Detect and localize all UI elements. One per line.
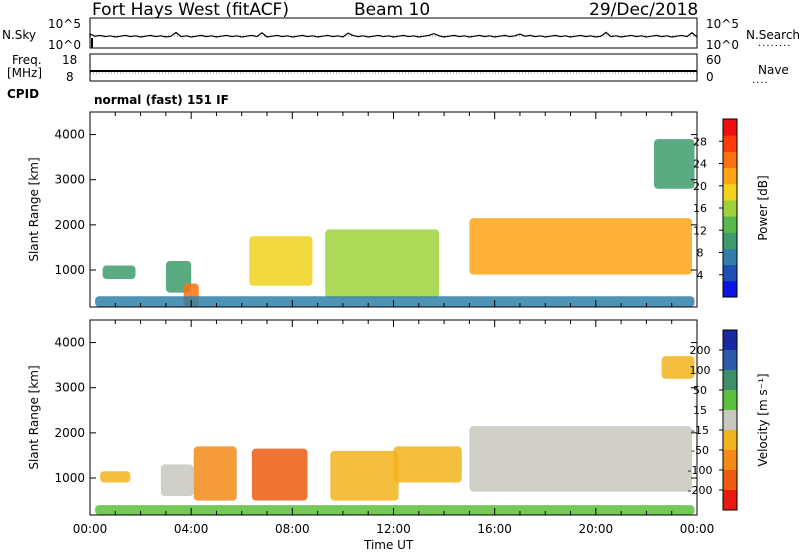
- velocity-panel-ytick-label-2: 3000: [54, 381, 85, 395]
- power-panel-colorbar-swatch-4: [723, 216, 737, 233]
- power-panel-colorbar-swatch-2: [723, 248, 737, 266]
- freq-unit-label: [MHz]: [7, 66, 43, 80]
- power-panel-echo-4: [325, 229, 439, 298]
- velocity-panel-colorbar-swatch-6: [723, 450, 737, 471]
- velocity-panel-colorbar-swatch-3: [723, 390, 737, 411]
- power-panel-colorbar-swatch-5: [723, 199, 737, 217]
- nsky-label: N.Sky: [2, 28, 37, 42]
- freq-label: Freq.: [12, 53, 42, 67]
- power-panel-colorbar-label: Power [dB]: [756, 175, 770, 240]
- power-panel-colorbar-tick-label-6: 28: [693, 135, 707, 148]
- velocity-panel-colorbar-swatch-2: [723, 370, 737, 391]
- freq-tick-low: 8: [66, 70, 74, 84]
- velocity-panel-echo-1: [160, 464, 194, 496]
- power-panel-colorbar-swatch-1: [723, 264, 737, 282]
- velocity-panel-colorbar-tick-label-3: 15: [693, 404, 707, 417]
- cpid-label: CPID: [7, 87, 40, 101]
- velocity-panel-colorbar-swatch-8: [723, 490, 737, 511]
- power-panel-colorbar-swatch-3: [723, 232, 737, 249]
- velocity-panel-echo-3: [251, 448, 308, 501]
- velocity-panel-colorbar-tick-label-1: 100: [690, 364, 711, 377]
- velocity-panel-echo-6: [469, 426, 692, 492]
- nsearch-tick-low: 10^0: [706, 38, 739, 52]
- power-panel-echo-5: [469, 218, 692, 275]
- velocity-panel-colorbar-tick-label-2: 50: [693, 384, 707, 397]
- velocity-panel-colorbar-swatch-1: [723, 350, 737, 371]
- power-panel-ylabel: Slant Range [km]: [27, 157, 41, 261]
- x-tick-label-1: 04:00: [174, 522, 209, 536]
- x-tick-label-6: 00:00: [680, 522, 715, 536]
- velocity-panel-echo-7: [661, 356, 695, 379]
- velocity-panel-echo-2: [193, 446, 237, 501]
- velocity-panel-colorbar-tick-label-4: -15: [691, 424, 709, 437]
- beam-title: Beam 10: [354, 0, 431, 20]
- nave-tick-low: 0: [706, 70, 714, 84]
- velocity-panel-ylabel: Slant Range [km]: [27, 365, 41, 469]
- power-panel-echo-6: [654, 139, 695, 189]
- velocity-panel-echo-5: [393, 446, 462, 483]
- power-panel-colorbar-tick-label-0: 4: [697, 269, 704, 282]
- power-panel-echo-3: [249, 236, 313, 286]
- power-panel-colorbar-swatch-0: [723, 280, 737, 298]
- power-panel-colorbar-swatch-8: [723, 151, 737, 169]
- velocity-panel-colorbar-swatch-4: [723, 410, 737, 431]
- power-panel-ytick-label-2: 3000: [54, 173, 85, 187]
- power-panel-ytick-label-3: 4000: [54, 128, 85, 142]
- power-panel-colorbar-swatch-7: [723, 167, 737, 185]
- x-axis-label: Time UT: [364, 538, 414, 552]
- date-title: 29/Dec/2018: [589, 0, 699, 20]
- nsearch-label: N.Search: [746, 28, 800, 42]
- power-panel-colorbar-swatch-10: [723, 119, 737, 136]
- nsearch-tick-high: 10^5: [706, 17, 739, 31]
- mode-label: normal (fast) 151 IF: [94, 93, 229, 107]
- nave-tick-high: 60: [706, 53, 722, 67]
- power-panel-colorbar-tick-label-2: 12: [693, 224, 707, 237]
- velocity-panel-colorbar-tick-label-6: -100: [688, 464, 713, 477]
- velocity-panel-colorbar-frame: [722, 329, 738, 511]
- velocity-panel-colorbar-label: Velocity [m s⁻¹]: [756, 373, 770, 466]
- velocity-panel-ytick-label-1: 2000: [54, 426, 85, 440]
- power-panel: 1000 2000 3000 4000 Slant Range [km] 4 8 12 16 20…: [27, 111, 770, 308]
- power-panel-echo-7: [95, 296, 695, 307]
- velocity-panel-colorbar-swatch-0: [723, 330, 737, 351]
- freq-tick-high: 18: [62, 53, 78, 67]
- x-tick-label-3: 12:00: [376, 522, 411, 536]
- power-panel-colorbar-swatch-6: [723, 183, 737, 201]
- station-title: Fort Hays West (fitACF): [92, 0, 289, 20]
- power-panel-colorbar-tick-label-1: 8: [697, 247, 704, 260]
- nave-dots: ....: [752, 75, 769, 86]
- velocity-panel-echo-4: [330, 450, 399, 501]
- power-panel-ytick-label-1: 2000: [54, 218, 85, 232]
- x-tick-label-5: 20:00: [579, 522, 614, 536]
- power-panel-echo-0: [102, 265, 136, 279]
- velocity-panel-colorbar-swatch-5: [723, 430, 737, 451]
- nsky-panel-frame: [89, 17, 698, 49]
- power-panel-colorbar-swatch-9: [723, 135, 737, 152]
- velocity-panel-colorbar-tick-label-5: -50: [691, 444, 709, 457]
- x-tick-label-4: 16:00: [477, 522, 512, 536]
- power-panel-colorbar-tick-label-3: 16: [693, 202, 707, 215]
- velocity-panel-colorbar-tick-label-7: -200: [688, 484, 713, 497]
- nsky-trace: [89, 31, 698, 38]
- velocity-panel-echo-8: [95, 505, 695, 515]
- power-panel-ytick-label-0: 1000: [54, 263, 85, 277]
- power-panel-colorbar-tick-label-5: 24: [693, 158, 707, 171]
- nsearch-dots: ........: [758, 38, 792, 49]
- velocity-panel-colorbar-tick-label-0: 200: [690, 344, 711, 357]
- velocity-panel-ytick-label-3: 4000: [54, 336, 85, 350]
- x-tick-label-0: 00:00: [73, 522, 108, 536]
- velocity-panel-ytick-label-0: 1000: [54, 471, 85, 485]
- nave-label: Nave: [758, 63, 789, 77]
- velocity-panel-echo-0: [100, 471, 131, 483]
- nsky-tick-low: 10^0: [48, 38, 81, 52]
- velocity-panel: 1000 2000 3000 4000 Slant Range [km] 200 100 50…: [27, 319, 770, 516]
- velocity-panel-colorbar-swatch-7: [723, 470, 737, 491]
- x-tick-label-2: 08:00: [275, 522, 310, 536]
- power-panel-colorbar-tick-label-4: 20: [693, 180, 707, 193]
- nsky-tick-high: 10^5: [48, 17, 81, 31]
- freq-panel-frame: [89, 53, 698, 82]
